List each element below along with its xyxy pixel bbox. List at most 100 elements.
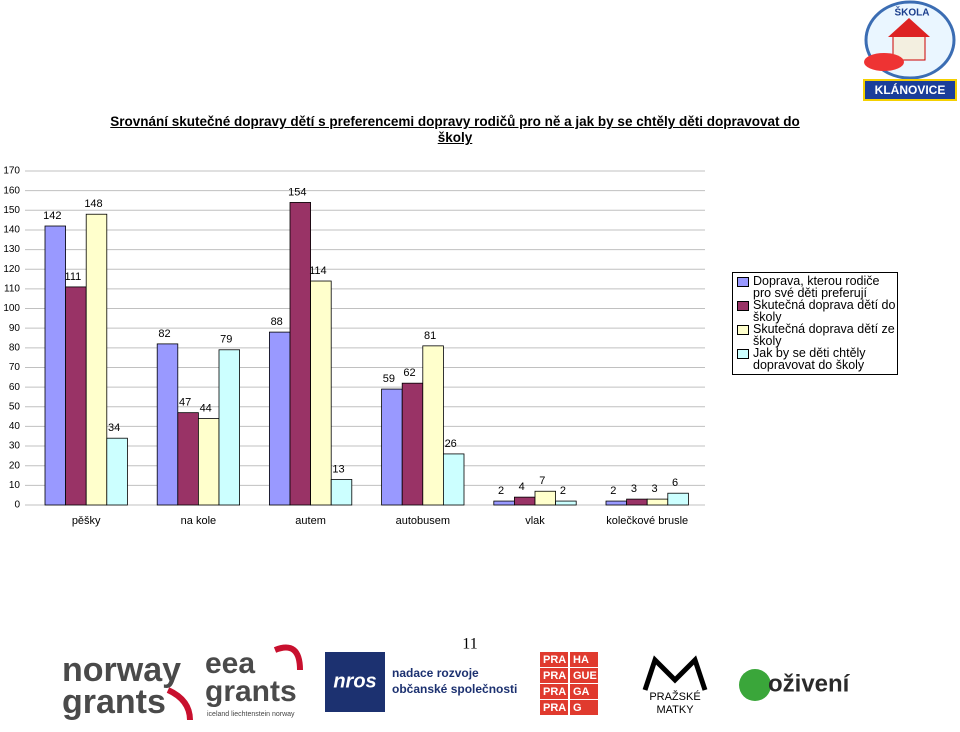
bar [667, 492, 689, 506]
bar [177, 412, 199, 506]
legend-label: Doprava, kterou rodiče pro své děti pref… [753, 274, 880, 300]
data-label: 88 [271, 316, 283, 328]
bar [422, 345, 444, 506]
legend: Doprava, kterou rodiče pro své děti pref… [732, 272, 898, 375]
bar [605, 500, 628, 506]
y-tick-label: 60 [9, 382, 21, 393]
logo-cell [570, 652, 598, 667]
logo-text: GUE [573, 670, 597, 682]
logo-cell [570, 684, 598, 699]
y-tick-label: 150 [3, 205, 20, 216]
legend-swatch [737, 277, 749, 287]
data-label: 13 [332, 463, 344, 475]
bar [330, 479, 353, 506]
data-label: 26 [445, 438, 457, 450]
bar [626, 498, 648, 506]
logo-cell [540, 684, 568, 699]
legend-label: Skutečná doprava dětí do školy [753, 298, 896, 324]
legend-swatch [737, 301, 749, 311]
y-tick-label: 70 [9, 362, 21, 373]
bar [218, 349, 241, 506]
bar [85, 213, 108, 506]
y-tick-label: 140 [3, 225, 20, 236]
bar [197, 418, 220, 506]
logo-cell [540, 652, 568, 667]
logo-text: nadace rozvoje [392, 666, 479, 680]
x-tick-label: na kole [181, 515, 216, 527]
chart-title: Srovnání skutečné dopravy dětí s prefere… [110, 114, 800, 145]
data-label: 2 [498, 485, 504, 497]
bar [555, 500, 577, 506]
bar [268, 331, 291, 506]
data-label: 148 [84, 198, 102, 210]
x-tick-label: autem [295, 515, 326, 527]
x-tick-label: vlak [525, 515, 545, 527]
legend-item: Skutečná doprava dětí do školy [733, 299, 897, 323]
logo-text: GA [573, 686, 590, 698]
data-label: 7 [539, 475, 545, 487]
x-tick-label: pěšky [72, 515, 101, 527]
logo-text: občanské společnosti [392, 682, 517, 696]
bar [442, 453, 465, 506]
y-tick-label: 130 [3, 244, 20, 255]
bar [44, 225, 67, 506]
bar [65, 286, 87, 506]
data-label: 114 [309, 265, 327, 277]
data-label: 3 [651, 483, 657, 495]
logo-text: grants [205, 675, 297, 708]
logo-text: KLÁNOVICE [875, 82, 946, 97]
logo-text: PRA [543, 654, 566, 666]
logo-cell [540, 668, 568, 683]
bar [493, 500, 515, 506]
data-label: 154 [288, 186, 306, 198]
data-label: 111 [65, 271, 82, 283]
school-logo: ŠKOLA KLÁNOVICE [863, 0, 957, 101]
footer-logos: norway grants eea grants iceland liechte… [62, 644, 851, 721]
logo-text: ŠKOLA [895, 6, 930, 19]
logo-text: norway [62, 651, 181, 689]
data-label: 2 [560, 485, 566, 497]
bar [646, 498, 669, 506]
y-tick-label: 40 [9, 421, 21, 432]
data-label: 47 [179, 397, 191, 409]
y-tick-label: 90 [9, 323, 21, 334]
data-label: 3 [631, 483, 637, 495]
y-tick-label: 50 [9, 401, 21, 412]
data-label: 62 [403, 367, 415, 379]
bar [310, 280, 332, 506]
logo-text: MATKY [656, 704, 694, 716]
y-tick-label: 170 [3, 166, 20, 177]
bar [381, 388, 403, 506]
data-label: 81 [424, 330, 436, 342]
legend-label: Skutečná doprava dětí ze školy [753, 322, 895, 348]
y-tick-label: 120 [3, 264, 20, 275]
logo-text: PRAŽSKÉ [649, 690, 700, 703]
data-label: 82 [158, 328, 170, 340]
y-tick-label: 10 [9, 480, 21, 491]
praha-logo: PRA HA PRA GUE PRA GA PRA G [540, 652, 598, 715]
legend-item: Jak by se děti chtěly dopravovat do škol… [733, 347, 897, 371]
y-tick-label: 110 [4, 284, 20, 295]
y-tick-label: 20 [9, 460, 21, 471]
legend-swatch [737, 325, 749, 335]
data-label: 142 [43, 210, 61, 222]
bar [401, 382, 424, 506]
legend-item: Doprava, kterou rodiče pro své děti pref… [733, 275, 897, 299]
logo-text: nros [333, 670, 376, 692]
logo-cell [570, 700, 598, 715]
logo-text: G [573, 702, 582, 714]
logo-text: PRA [543, 670, 566, 682]
y-tick-label: 160 [3, 185, 20, 196]
page-number: 11 [462, 636, 477, 653]
x-tick-label: kolečkové brusle [606, 515, 688, 527]
logo-text: oživení [768, 670, 851, 697]
logo-text: grants [62, 683, 166, 721]
logo-cell [570, 668, 598, 683]
data-label: 44 [200, 402, 212, 414]
logo-text: PRA [543, 702, 566, 714]
y-tick-label: 0 [14, 500, 20, 511]
data-label: 6 [672, 477, 678, 489]
bar [156, 343, 179, 506]
